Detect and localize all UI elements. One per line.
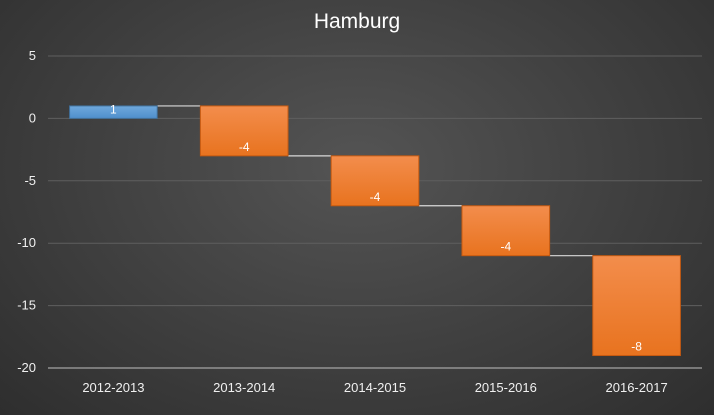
data-label: -4	[500, 240, 511, 254]
y-tick-label: -5	[24, 173, 36, 188]
data-label: -4	[239, 140, 250, 154]
y-tick-label: -20	[17, 360, 36, 375]
y-tick-label: -15	[17, 298, 36, 313]
bar-increase	[69, 105, 158, 119]
bar-decrease	[592, 255, 681, 357]
data-label: 1	[110, 102, 117, 116]
y-tick-label: 0	[29, 110, 36, 125]
x-tick-label: 2014-2015	[344, 380, 406, 395]
x-tick-label: 2015-2016	[475, 380, 537, 395]
bar-decrease	[199, 105, 289, 157]
bar-decrease	[461, 205, 551, 257]
chart-title: Hamburg	[313, 10, 401, 33]
x-tick-label: 2012-2013	[82, 380, 144, 395]
data-label: -8	[631, 340, 642, 354]
bar-decrease	[330, 155, 420, 207]
x-tick-label: 2013-2014	[213, 380, 275, 395]
connectors	[157, 105, 593, 257]
x-tick-label: 2016-2017	[606, 380, 668, 395]
bars	[69, 105, 681, 357]
y-tick-label: -10	[17, 235, 36, 250]
data-labels: 1 -4 -4 -4 -8	[110, 102, 642, 353]
data-label: -4	[370, 190, 381, 204]
axes: 5 0 -5 -10 -15 -20 2012-2013 2013-2014 2014-2015…	[17, 48, 702, 395]
y-tick-label: 5	[29, 48, 36, 63]
